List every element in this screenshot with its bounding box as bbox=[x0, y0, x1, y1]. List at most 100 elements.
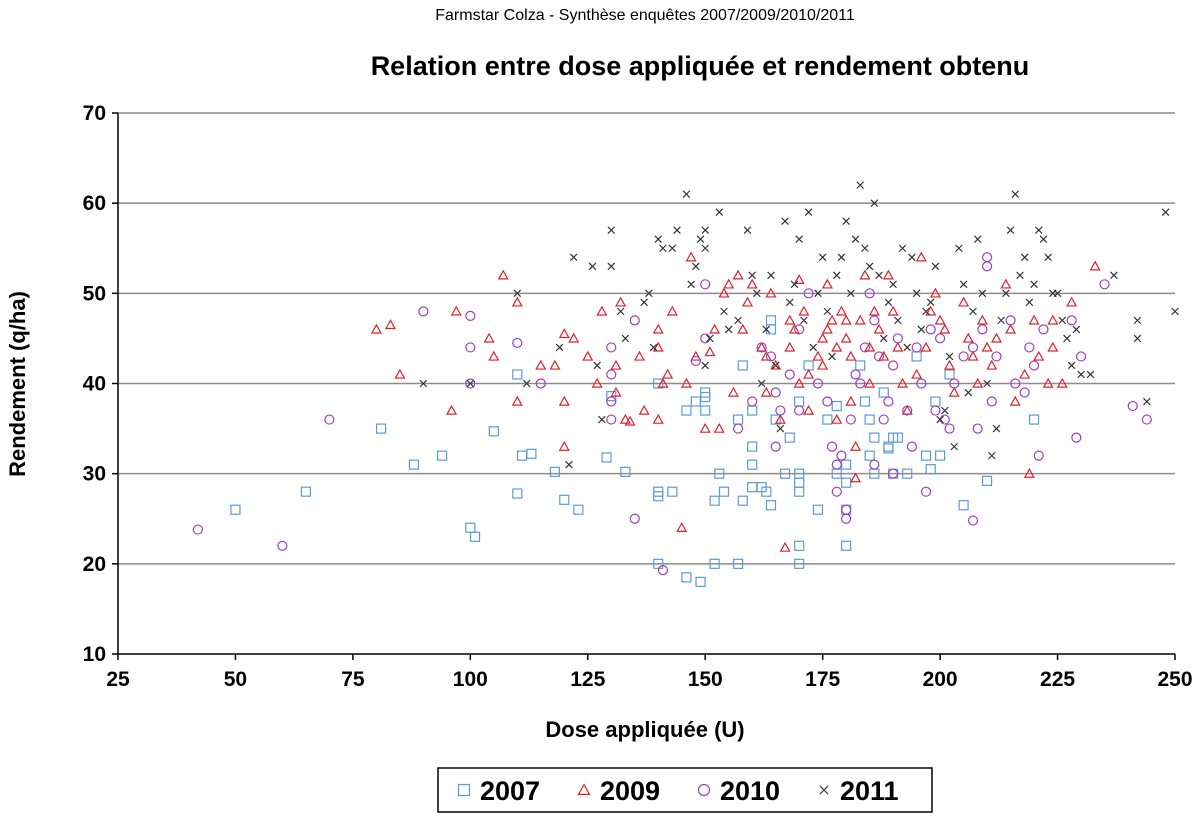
data-point-2009 bbox=[713, 422, 725, 433]
x-axis-label: Dose appliquée (U) bbox=[545, 717, 744, 742]
data-point-2011 bbox=[922, 307, 930, 316]
data-point-2011 bbox=[762, 325, 771, 334]
data-point-2011 bbox=[795, 235, 803, 244]
data-point-2010 bbox=[822, 396, 833, 407]
data-point-2009 bbox=[962, 332, 974, 343]
data-points bbox=[192, 181, 1179, 587]
data-point-2009 bbox=[788, 323, 800, 334]
data-point-2011 bbox=[654, 235, 663, 244]
data-point-2009 bbox=[582, 350, 594, 361]
data-point-2007 bbox=[761, 486, 772, 497]
data-point-2011 bbox=[809, 343, 818, 352]
data-point-2009 bbox=[793, 377, 805, 388]
data-point-2007 bbox=[512, 488, 523, 499]
data-point-2009 bbox=[803, 368, 815, 379]
data-point-2009 bbox=[633, 350, 645, 361]
data-point-2010 bbox=[1010, 378, 1021, 389]
data-point-2011 bbox=[917, 325, 926, 334]
data-point-2007 bbox=[812, 504, 824, 515]
data-point-2007 bbox=[300, 486, 312, 497]
data-point-2009 bbox=[831, 413, 843, 424]
data-point-2011 bbox=[992, 424, 1001, 433]
data-point-2009 bbox=[662, 368, 674, 379]
data-point-2011 bbox=[645, 289, 653, 298]
data-point-2010 bbox=[911, 342, 922, 353]
data-point-2009 bbox=[915, 251, 927, 262]
data-point-2011 bbox=[983, 379, 991, 388]
data-point-2007 bbox=[822, 414, 833, 425]
data-point-2010 bbox=[690, 355, 701, 367]
data-point-2010 bbox=[930, 405, 941, 416]
data-point-2007 bbox=[855, 360, 866, 371]
series-2011 bbox=[419, 181, 1179, 469]
data-point-2009 bbox=[760, 386, 772, 397]
data-point-2009 bbox=[619, 413, 631, 424]
data-point-2009 bbox=[793, 274, 805, 285]
data-point-2007 bbox=[375, 423, 387, 434]
legend-item-2010: 2010 bbox=[697, 776, 780, 806]
data-point-2011 bbox=[1034, 226, 1043, 235]
data-point-2011 bbox=[842, 217, 850, 225]
data-point-2010 bbox=[1024, 342, 1035, 353]
data-point-2009 bbox=[840, 332, 852, 343]
data-point-2011 bbox=[865, 262, 874, 271]
data-point-2007 bbox=[526, 448, 537, 459]
y-tick-label: 30 bbox=[83, 463, 106, 486]
data-point-2011 bbox=[1143, 397, 1151, 406]
data-point-2009 bbox=[680, 377, 692, 388]
data-point-2011 bbox=[969, 307, 977, 316]
data-point-2011 bbox=[997, 316, 1005, 325]
data-point-2010 bbox=[192, 524, 203, 535]
data-point-2007 bbox=[733, 414, 744, 425]
legend-label-2011: 2011 bbox=[840, 776, 899, 806]
data-point-2009 bbox=[958, 296, 970, 307]
data-point-2010 bbox=[869, 315, 880, 326]
y-tick-label: 20 bbox=[83, 553, 106, 576]
data-point-2009 bbox=[370, 323, 382, 334]
x-tick-label: 250 bbox=[1157, 668, 1192, 691]
data-point-2009 bbox=[774, 413, 786, 424]
data-point-2007 bbox=[469, 531, 481, 542]
data-point-2009 bbox=[1047, 341, 1059, 352]
data-point-2009 bbox=[657, 377, 669, 388]
data-point-2007 bbox=[864, 414, 875, 425]
data-point-2011 bbox=[668, 244, 677, 253]
data-point-2011 bbox=[1030, 280, 1038, 289]
data-point-2011 bbox=[419, 379, 428, 388]
x-tick-label: 175 bbox=[805, 668, 840, 691]
data-point-2007 bbox=[230, 504, 241, 515]
data-point-2007 bbox=[841, 477, 852, 488]
data-point-2010 bbox=[859, 342, 871, 353]
data-point-2009 bbox=[784, 341, 796, 352]
data-point-2007 bbox=[737, 495, 748, 506]
data-point-2009 bbox=[676, 522, 688, 532]
data-point-2009 bbox=[882, 269, 894, 280]
data-point-2011 bbox=[1053, 289, 1062, 298]
data-point-2009 bbox=[859, 269, 871, 280]
data-point-2010 bbox=[841, 513, 852, 524]
data-point-2007 bbox=[747, 405, 758, 416]
data-point-2007 bbox=[714, 468, 725, 479]
data-point-2009 bbox=[1000, 278, 1012, 289]
data-point-2011 bbox=[1025, 298, 1034, 307]
data-point-2009 bbox=[690, 350, 702, 361]
data-point-2010 bbox=[850, 369, 861, 380]
data-point-2007 bbox=[601, 452, 612, 463]
data-point-2007 bbox=[920, 450, 932, 461]
data-point-2010 bbox=[465, 378, 476, 389]
data-point-2010 bbox=[949, 378, 960, 389]
data-point-2011 bbox=[767, 271, 775, 280]
data-point-2009 bbox=[652, 341, 664, 352]
data-point-2011 bbox=[964, 388, 973, 397]
data-point-2011 bbox=[1044, 253, 1052, 262]
data-point-2007 bbox=[653, 491, 664, 502]
data-point-2009 bbox=[981, 341, 993, 352]
data-point-2011 bbox=[607, 262, 616, 271]
data-point-2010 bbox=[916, 378, 927, 389]
legend-marker-2007 bbox=[457, 783, 471, 797]
data-point-2011 bbox=[466, 379, 475, 388]
data-point-2010 bbox=[873, 351, 885, 362]
legend-marker-2011 bbox=[819, 785, 829, 795]
data-point-2009 bbox=[821, 278, 833, 289]
